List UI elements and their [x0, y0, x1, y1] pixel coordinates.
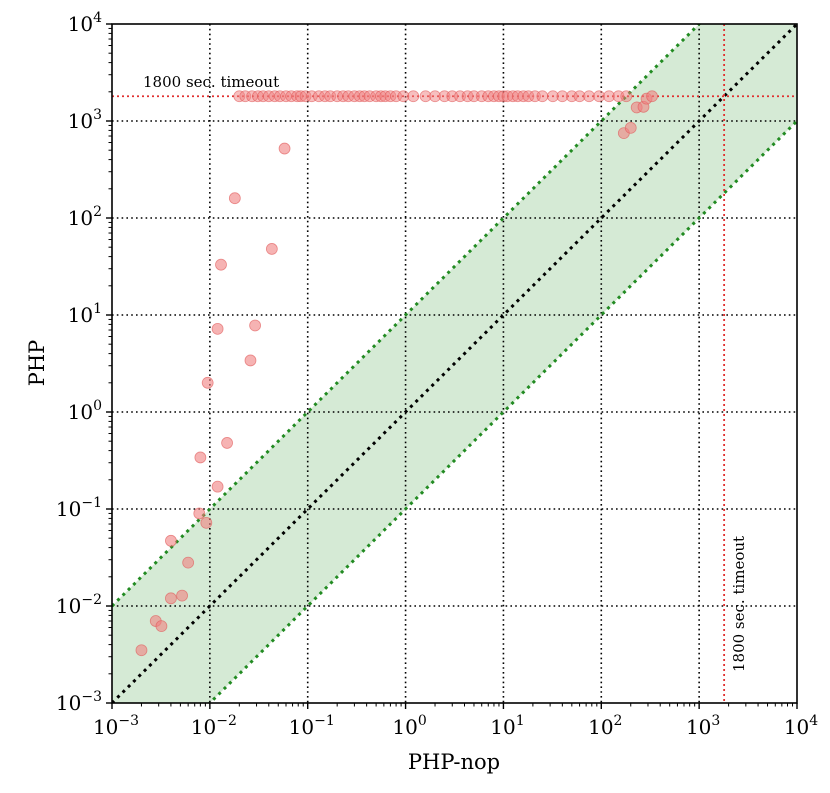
x-tick-label: 100: [392, 713, 426, 739]
timeout-point: [583, 90, 595, 103]
data-point: [278, 142, 291, 155]
y-tick-label: 10−2: [56, 592, 102, 618]
data-point: [182, 556, 195, 569]
y-tick-label: 10−1: [56, 495, 102, 521]
data-point: [249, 319, 262, 332]
timeout-point: [397, 90, 410, 103]
data-point: [228, 192, 241, 205]
data-point: [193, 507, 206, 520]
reference-line-lower: [207, 119, 797, 703]
data-point: [165, 534, 177, 547]
x-axis-label: PHP-nop: [408, 750, 500, 774]
reference-line-upper: [112, 24, 702, 608]
x-tick-label: 103: [686, 713, 720, 739]
y-axis-label: PHP: [25, 340, 49, 387]
timeout-point: [536, 90, 549, 103]
x-tick-label: 10−3: [93, 713, 139, 739]
data-point: [201, 376, 214, 389]
x-tick-label: 10−2: [191, 713, 237, 739]
data-point: [211, 322, 224, 335]
data-point: [200, 516, 213, 529]
data-point: [176, 589, 188, 602]
x-tick-label: 101: [490, 713, 524, 739]
timeout-point: [620, 90, 633, 103]
y-tick-label: 10−3: [56, 689, 102, 715]
x-tick-label: 10−1: [289, 713, 335, 739]
reference-line-equal: [112, 24, 797, 703]
y-tick-label: 102: [68, 204, 102, 230]
x-tick-label: 102: [588, 713, 622, 739]
data-point: [165, 592, 177, 605]
y-tick-label: 101: [68, 301, 102, 327]
data-point: [265, 243, 278, 255]
data-point: [221, 437, 233, 449]
x-tick-label: 104: [784, 713, 818, 739]
data-point: [244, 354, 257, 367]
data-point: [215, 258, 227, 271]
y-tick-label: 104: [68, 10, 102, 36]
data-point: [194, 451, 207, 464]
data-point: [211, 480, 224, 493]
data-point: [646, 90, 658, 103]
y-tick-label: 103: [68, 107, 102, 133]
timeout-point: [407, 90, 420, 103]
timeout-label-horizontal: 1800 sec. timeout: [143, 73, 279, 91]
y-tick-label: 100: [68, 398, 102, 424]
data-point: [624, 121, 637, 134]
timeout-point: [593, 90, 606, 103]
data-point: [155, 620, 168, 633]
plot-frame: [111, 23, 798, 704]
timeout-label-vertical: 1800 sec. timeout: [730, 536, 748, 672]
data-point: [135, 644, 148, 657]
